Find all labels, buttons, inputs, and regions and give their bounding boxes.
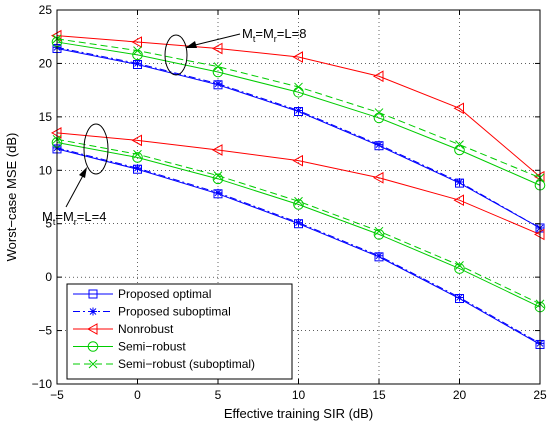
legend-label: Proposed suboptimal [118, 305, 231, 319]
x-axis-label: Effective training SIR (dB) [224, 406, 373, 421]
x-tick-label: 15 [372, 388, 386, 402]
data-point [374, 108, 384, 117]
data-point [455, 261, 464, 270]
data-point [455, 140, 464, 149]
legend-item: Proposed optimal [73, 287, 211, 301]
legend: Proposed optimal Proposed suboptimal Nonro… [66, 283, 293, 380]
series-layer [50, 29, 546, 349]
data-point [453, 194, 464, 207]
legend-swatch-marker [86, 323, 98, 335]
y-tick-label: 15 [39, 110, 53, 124]
data-point [372, 70, 384, 83]
annotation-L8-label: Mt=Mr=L=8 [242, 26, 306, 44]
data-point [374, 226, 384, 236]
data-point [373, 229, 385, 240]
data-point [214, 79, 222, 88]
data-point [293, 199, 304, 210]
data-point [454, 263, 465, 274]
data-point [213, 62, 223, 71]
legend-item: Semi−robust [73, 340, 186, 354]
data-point [455, 293, 464, 302]
data-point [294, 218, 303, 227]
data-point [372, 171, 384, 184]
data-point [211, 42, 223, 55]
data-point [294, 196, 303, 206]
annotation-L8: Mt=Mr=L=8 [164, 26, 306, 76]
legend-item: Nonrobust [73, 322, 174, 336]
data-point [133, 59, 142, 68]
x-tick-label: 5 [215, 388, 222, 402]
legend-label: Semi−robust (suboptimal) [118, 357, 255, 371]
legend-label: Semi−robust [118, 340, 186, 354]
annotation-L4-ellipse [83, 123, 109, 175]
x-tick-label: 0 [134, 388, 141, 402]
legend-swatch-marker [88, 359, 98, 369]
legend-swatch-marker [87, 341, 99, 352]
x-tick-label: 25 [533, 388, 547, 402]
y-tick-label: 0 [45, 270, 52, 284]
data-point [133, 149, 142, 159]
series-2-group-1 [50, 127, 545, 241]
data-point [453, 102, 464, 115]
y-tick-label: 10 [39, 163, 53, 177]
legend-swatch-marker [89, 307, 97, 316]
data-point [212, 173, 224, 185]
annotation-L8-ellipse [164, 34, 188, 76]
data-point [132, 152, 143, 163]
y-tick-label: 5 [45, 217, 52, 231]
data-point [455, 178, 464, 187]
data-point [214, 188, 222, 197]
annotation-L4-arrowhead [79, 167, 87, 178]
data-point [292, 51, 303, 63]
series-line [56, 35, 541, 178]
series-line [56, 142, 541, 308]
y-tick-label: −5 [38, 324, 52, 338]
x-tick-label: 20 [453, 388, 467, 402]
series-line [56, 41, 541, 186]
data-point [292, 154, 303, 167]
data-point [133, 46, 142, 55]
data-point [133, 164, 142, 173]
data-point [211, 144, 223, 156]
data-point [131, 36, 142, 48]
annotation-L8-arrowhead [185, 41, 197, 48]
data-point [375, 251, 383, 260]
data-point [375, 140, 383, 149]
legend-box [66, 283, 293, 380]
x-tick-label: −5 [50, 388, 64, 402]
y-axis-label: Worst−case MSE (dB) [4, 133, 19, 262]
data-point [294, 106, 303, 115]
legend-item: Proposed suboptimal [73, 305, 231, 319]
legend-label: Proposed optimal [118, 287, 211, 301]
legend-swatch-marker [88, 289, 98, 299]
x-tick-label: 10 [292, 388, 306, 402]
y-tick-label: 25 [39, 3, 53, 17]
legend-label: Nonrobust [118, 322, 174, 336]
annotation-L4: Mt=Mr=L=4 [42, 123, 109, 227]
data-point [213, 171, 223, 180]
series-line [56, 132, 541, 235]
annotation-L4-label: Mt=Mr=L=4 [42, 209, 106, 227]
data-point [294, 82, 303, 92]
legend-item: Semi−robust (suboptimal) [73, 357, 255, 371]
data-point [131, 134, 142, 147]
y-tick-label: 20 [39, 56, 53, 70]
y-tick-label: −10 [32, 377, 53, 391]
